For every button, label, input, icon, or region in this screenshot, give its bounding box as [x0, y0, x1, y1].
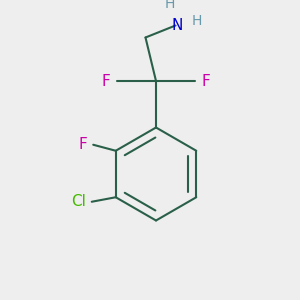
- Text: Cl: Cl: [71, 194, 86, 209]
- Text: H: H: [164, 0, 175, 11]
- Text: F: F: [202, 74, 210, 88]
- Text: F: F: [102, 74, 110, 88]
- Text: F: F: [79, 137, 87, 152]
- Text: N: N: [171, 18, 183, 33]
- Text: H: H: [192, 14, 202, 28]
